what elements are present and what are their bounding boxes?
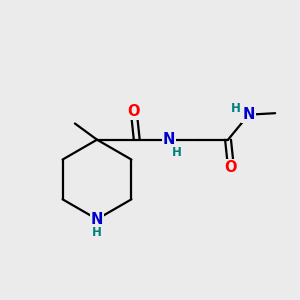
Text: N: N — [242, 107, 255, 122]
Text: N: N — [163, 132, 175, 147]
Text: O: O — [225, 160, 237, 175]
Text: N: N — [91, 212, 103, 227]
Text: H: H — [92, 226, 102, 239]
Text: H: H — [172, 146, 182, 159]
Text: O: O — [128, 104, 140, 119]
Text: H: H — [231, 102, 241, 115]
